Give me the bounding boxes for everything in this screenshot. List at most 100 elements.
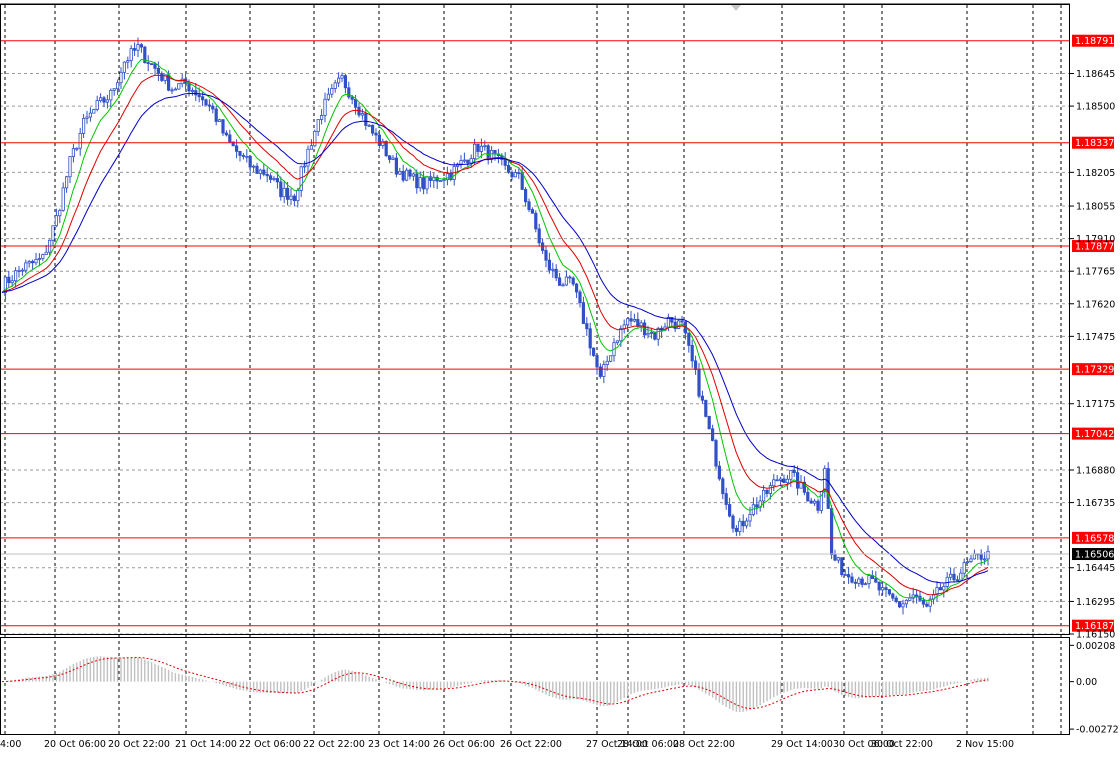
candle-body [966,561,970,563]
candle-body [411,173,416,177]
osc-signal-line [1,657,989,710]
candle-body [24,262,28,271]
candle-body [541,242,545,251]
candle-body [41,254,45,259]
candle-body [231,141,235,147]
candle-body [163,74,167,81]
price-tick-label: 1.17175 [1076,399,1115,410]
price-tick-label: 1.17475 [1076,332,1115,343]
candle-body [323,98,327,116]
candle-body [836,557,841,561]
candle-body [700,395,705,401]
candle-body [221,119,225,134]
candle-body [245,155,249,158]
candle-body [785,478,790,484]
candle-body [68,156,72,178]
candle-body [816,500,820,511]
level-label-bg [1072,34,1114,47]
candle-body [609,355,613,362]
candle-body [13,270,18,282]
price-tick-label: 1.16445 [1076,563,1115,574]
candle-body [418,177,422,189]
ma-mid-line [1,74,989,596]
candle-body [568,276,572,279]
candle-body [469,158,473,164]
candle-body [37,258,42,260]
candle-body [92,109,96,114]
price-tick-label: 1.18055 [1076,202,1115,213]
candle-body [840,557,844,575]
candle-body [935,587,939,595]
candle-body [656,327,660,340]
candle-body [85,116,89,119]
candle-body [146,62,150,65]
time-label: 30 Oct 06:00 [833,739,895,750]
candle-body [551,268,555,271]
candle-body [891,593,895,599]
time-label: 14:00 [0,739,21,750]
candle-body [955,579,960,582]
candle-body [10,280,14,284]
candle-body [119,71,123,84]
level-label-bg [1072,427,1114,440]
candle-body [78,133,82,149]
candle-body [173,88,177,91]
candle-body [88,112,92,118]
price-tick-label: 1.16150 [1076,630,1115,641]
candle-body [129,48,133,61]
candle-body [425,176,429,190]
candle-body [466,159,470,164]
candle-body [564,276,569,286]
candle-body [510,171,514,178]
candle-body [116,82,120,90]
shift-marker-icon[interactable] [731,5,741,11]
candle-body [207,104,211,107]
candle-body [592,347,596,356]
candle-body [462,159,467,162]
time-label: 21 Oct 14:00 [175,739,237,750]
candle-body [792,469,796,474]
price-tick-label: 1.16295 [1076,597,1115,608]
candle-body [646,333,650,336]
candle-body [714,440,718,467]
candle-body [160,73,164,81]
candle-body [949,573,953,578]
candle-body [602,364,606,377]
time-label: 29 Oct 14:00 [771,739,833,750]
candle-body [915,594,919,597]
candle-body [942,586,946,591]
candle-body [626,318,630,326]
candle-body [479,145,484,152]
candle-body [309,145,314,150]
candle-body [360,113,365,116]
candle-body [717,465,722,480]
time-label: 20 Oct 06:00 [44,739,106,750]
candle-body [575,283,579,293]
main-frame [0,4,1070,635]
candle-body [438,180,443,182]
candle-body [486,145,490,160]
candle-body [925,603,929,607]
candle-body [177,83,181,90]
candle-body [149,63,154,66]
candle-body [762,489,766,502]
candle-body [132,48,137,51]
candle-body [34,258,38,264]
candle-body [707,416,711,430]
candle-body [122,61,126,73]
candle-body [51,225,55,241]
time-label: 26 Oct 06:00 [433,739,495,750]
level-label-bg [1072,619,1114,632]
candle-body [877,581,881,591]
candle-body [853,581,858,584]
candle-body [139,44,143,48]
candle-body [404,169,409,181]
candle-body [738,520,742,532]
moving-averages [1,58,989,602]
candle-body [938,587,943,591]
candle-body [319,115,324,120]
candle-body [302,165,307,168]
candle-body [3,276,7,293]
